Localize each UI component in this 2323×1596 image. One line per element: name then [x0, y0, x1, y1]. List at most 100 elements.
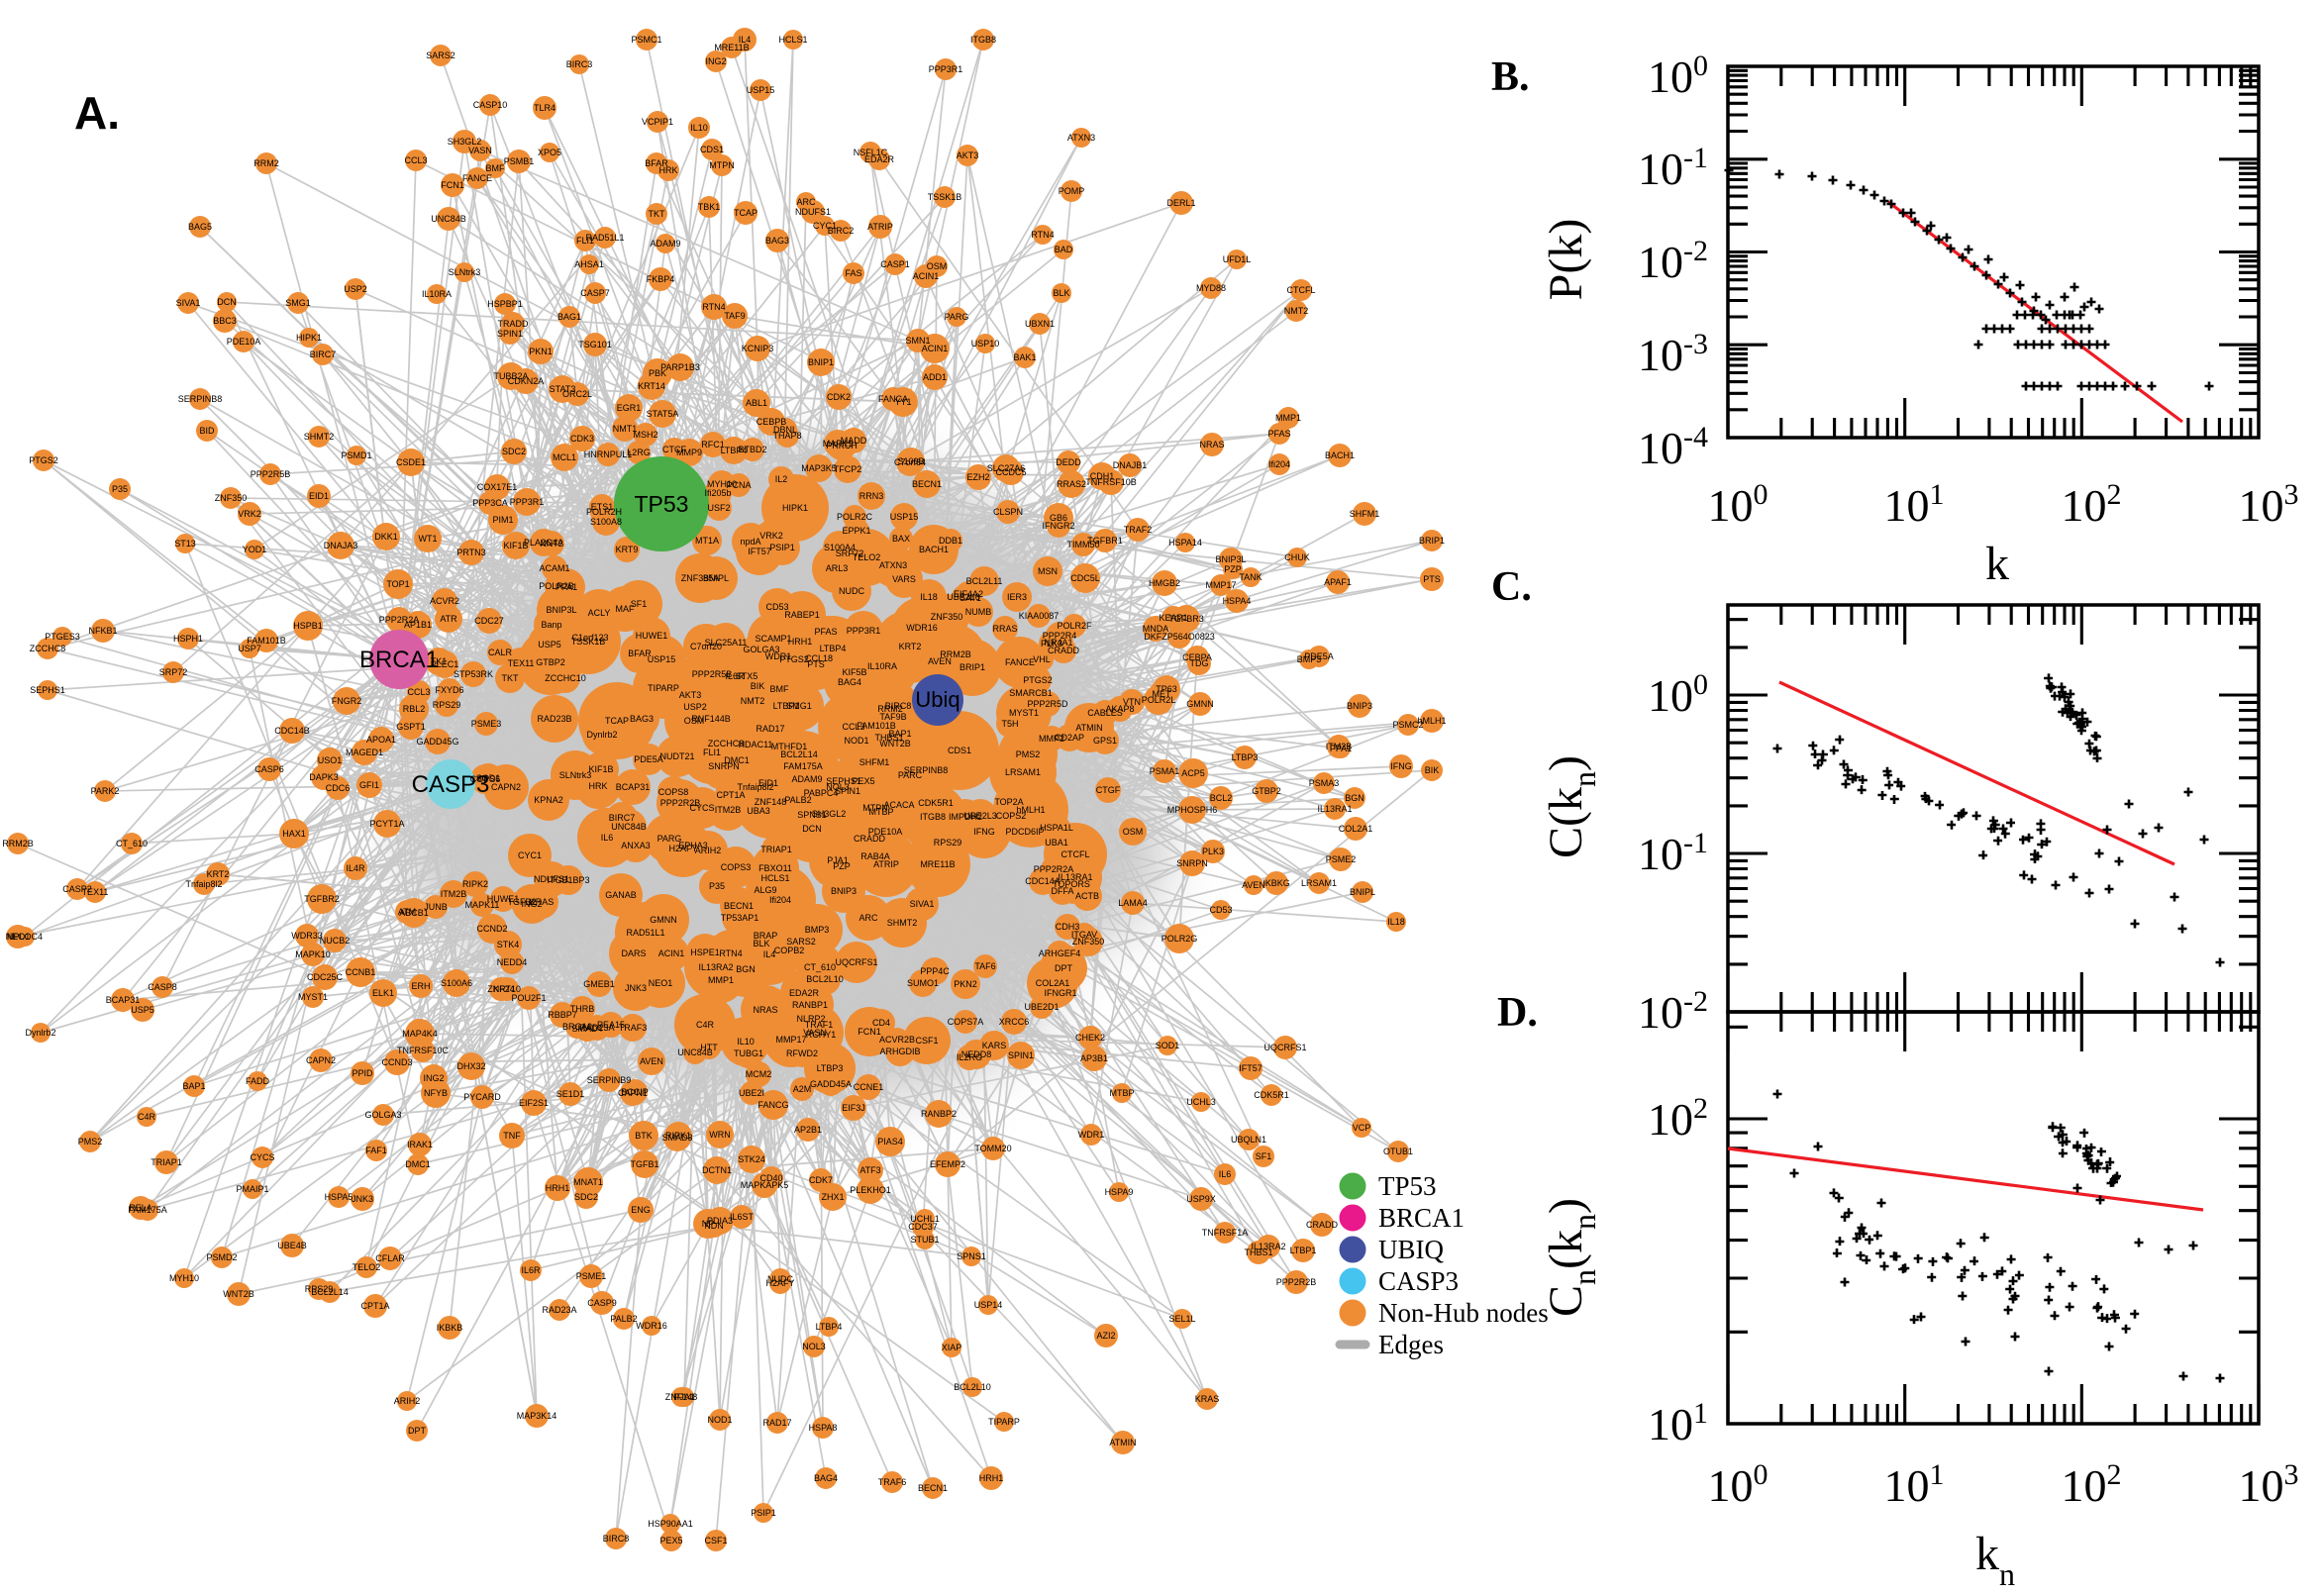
svg-text:RRAS: RRAS: [992, 624, 1017, 634]
svg-text:CTCFL: CTCFL: [1287, 285, 1316, 295]
svg-text:PARC: PARC: [898, 770, 923, 780]
svg-text:TELO2: TELO2: [353, 1262, 381, 1272]
svg-text:NMT2: NMT2: [741, 696, 765, 706]
svg-text:XRCC6: XRCC6: [999, 1017, 1030, 1027]
svg-text:PBK: PBK: [649, 368, 666, 378]
svg-text:ACIN1: ACIN1: [913, 271, 940, 281]
svg-text:RAD17: RAD17: [756, 724, 784, 734]
svg-text:IFNG: IFNG: [973, 827, 995, 837]
svg-text:IMPDH2: IMPDH2: [949, 812, 982, 822]
svg-text:MTHFD1: MTHFD1: [771, 742, 808, 751]
svg-text:BNIPL: BNIPL: [1350, 887, 1375, 897]
svg-text:FNGR2: FNGR2: [332, 696, 362, 706]
svg-text:MTBP: MTBP: [868, 807, 893, 817]
svg-text:USP2: USP2: [344, 284, 367, 294]
svg-text:POLR2G: POLR2G: [1162, 934, 1198, 944]
svg-text:EDA2R: EDA2R: [864, 154, 895, 164]
svg-text:POLR2B: POLR2B: [539, 581, 574, 591]
svg-text:IL6: IL6: [1219, 1169, 1232, 1179]
svg-text:BTK: BTK: [635, 1131, 653, 1141]
svg-text:MMP17: MMP17: [1205, 580, 1236, 590]
svg-text:SAT1: SAT1: [960, 593, 981, 603]
svg-text:FBXO11: FBXO11: [758, 863, 792, 873]
svg-text:BAG5: BAG5: [188, 222, 212, 232]
svg-text:WDR16: WDR16: [636, 1321, 667, 1331]
svg-text:MYH10: MYH10: [707, 479, 737, 489]
svg-text:VTN: VTN: [1123, 697, 1141, 707]
svg-text:USP14: USP14: [974, 1300, 1003, 1310]
svg-text:ARIH2: ARIH2: [695, 846, 722, 855]
svg-text:STK4: STK4: [497, 940, 520, 949]
svg-text:HIPK1: HIPK1: [782, 503, 808, 513]
svg-text:UBE2L6: UBE2L6: [947, 592, 980, 602]
svg-text:BACH1: BACH1: [1325, 450, 1355, 460]
svg-text:PLEKHO1: PLEKHO1: [850, 1185, 891, 1195]
svg-text:ETS1: ETS1: [591, 502, 614, 512]
svg-text:ADAM9: ADAM9: [791, 774, 822, 784]
svg-text:PEX5: PEX5: [852, 776, 874, 786]
svg-text:BCL2L14: BCL2L14: [311, 1287, 349, 1297]
svg-text:SRP72: SRP72: [159, 667, 188, 677]
svg-text:CD2AP: CD2AP: [1055, 733, 1084, 743]
svg-text:FCN1: FCN1: [441, 180, 464, 190]
svg-text:HCLS1: HCLS1: [778, 35, 807, 45]
svg-text:IL2: IL2: [775, 474, 788, 484]
svg-text:CRADD: CRADD: [854, 834, 886, 844]
svg-text:SNRPN: SNRPN: [1176, 858, 1208, 868]
svg-text:IFNGR2: IFNGR2: [1042, 521, 1074, 531]
svg-text:TCAP: TCAP: [605, 716, 629, 726]
svg-text:BNIP1: BNIP1: [808, 357, 834, 367]
svg-text:CDC5L: CDC5L: [1070, 573, 1100, 583]
svg-text:IL10RA: IL10RA: [867, 661, 897, 671]
svg-text:WDR33: WDR33: [291, 931, 323, 941]
svg-text:EZH2: EZH2: [966, 472, 989, 482]
svg-text:RAD51L1: RAD51L1: [626, 928, 664, 938]
svg-text:SDC2: SDC2: [502, 447, 526, 456]
svg-text:SMAD4: SMAD4: [571, 1024, 602, 1034]
svg-text:EGR1: EGR1: [617, 403, 642, 413]
svg-text:POLR2H: POLR2H: [586, 507, 622, 517]
svg-text:RAD17: RAD17: [762, 1418, 791, 1428]
svg-text:CAPN2: CAPN2: [491, 782, 521, 792]
svg-text:OSM: OSM: [927, 261, 948, 271]
svg-text:BAP1: BAP1: [888, 729, 911, 739]
svg-text:CASP10: CASP10: [473, 100, 508, 110]
svg-text:PSMD2: PSMD2: [206, 1252, 237, 1262]
svg-text:BNIP3: BNIP3: [1347, 701, 1372, 711]
svg-text:UNC84B: UNC84B: [677, 1047, 713, 1057]
svg-text:S100B: S100B: [897, 456, 924, 466]
svg-text:TFCP2: TFCP2: [834, 464, 862, 474]
svg-text:BCL2L10: BCL2L10: [806, 974, 844, 984]
svg-text:hMLH1: hMLH1: [1417, 716, 1446, 726]
svg-text:Banp: Banp: [541, 620, 561, 630]
svg-text:BAG1: BAG1: [557, 312, 581, 322]
svg-text:JNK3: JNK3: [352, 1194, 373, 1204]
svg-text:RELA: RELA: [129, 1203, 152, 1213]
svg-text:Non-Hub nodes: Non-Hub nodes: [1378, 1298, 1549, 1328]
svg-text:PDE5A: PDE5A: [1304, 651, 1334, 661]
svg-text:TAF9: TAF9: [724, 311, 745, 321]
svg-text:EPPK1: EPPK1: [842, 526, 870, 536]
svg-text:D.: D.: [1497, 990, 1538, 1036]
svg-text:TAF9B: TAF9B: [879, 712, 906, 722]
svg-text:TAF6: TAF6: [974, 961, 995, 971]
svg-text:BCAP31: BCAP31: [106, 995, 141, 1005]
svg-text:CCDC5: CCDC5: [995, 467, 1026, 477]
svg-text:RRAS2: RRAS2: [1057, 479, 1086, 489]
svg-text:FANCG: FANCG: [758, 1100, 788, 1110]
svg-text:BAG3: BAG3: [630, 714, 654, 724]
svg-text:ITGB8: ITGB8: [970, 35, 996, 45]
svg-text:CD40: CD40: [759, 1173, 782, 1183]
svg-text:BID: BID: [199, 426, 215, 436]
svg-text:IL10: IL10: [737, 1037, 755, 1047]
svg-text:IL13RA1: IL13RA1: [1317, 804, 1352, 814]
svg-text:HSP90AA1: HSP90AA1: [648, 1519, 693, 1529]
svg-text:KIAA0087: KIAA0087: [1019, 611, 1060, 621]
svg-text:THRB: THRB: [570, 1004, 595, 1014]
svg-text:CDS1: CDS1: [700, 145, 724, 154]
svg-text:BRAP: BRAP: [754, 931, 778, 941]
svg-text:TNF: TNF: [503, 1131, 521, 1141]
svg-text:TNFRSF10B: TNFRSF10B: [1085, 477, 1137, 487]
svg-text:APOA1: APOA1: [366, 735, 396, 745]
svg-text:ERH: ERH: [411, 981, 430, 991]
